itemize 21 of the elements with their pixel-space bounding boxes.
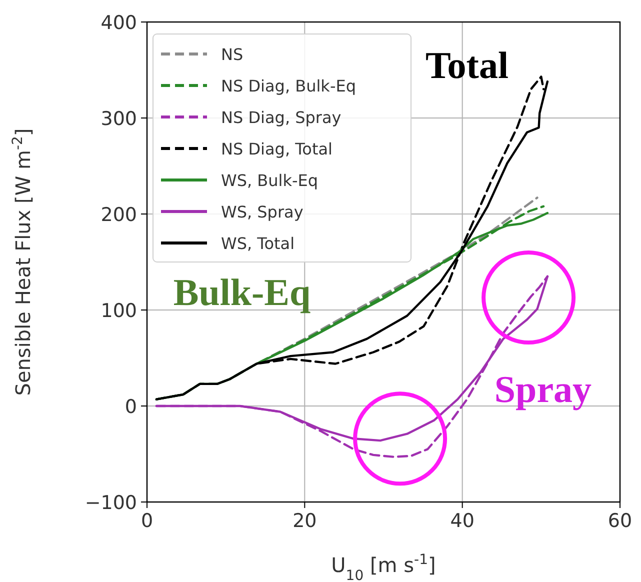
annotation: Spray (494, 369, 592, 411)
legend-label: NS Diag, Bulk-Eq (221, 76, 356, 96)
annotation: Total (425, 45, 509, 87)
x-tick-label: 0 (140, 510, 154, 532)
x-axis-title: U$_{10}$ [m s$^{-1}$] (331, 552, 436, 582)
annotation: Bulk-Eq (173, 272, 311, 314)
legend-label: NS Diag, Total (221, 140, 332, 158)
legend-label: WS, Bulk-Eq (221, 171, 318, 190)
x-tick-label: 20 (292, 510, 317, 532)
legend-label: WS, Total (221, 234, 295, 253)
legend-label: WS, Spray (221, 202, 304, 222)
y-tick-label: 400 (100, 12, 137, 34)
y-tick-label: 0 (124, 396, 137, 418)
legend-label: NS Diag, Spray (221, 108, 342, 127)
x-tick-label: 40 (450, 510, 474, 532)
y-tick-label: 100 (100, 300, 137, 322)
legend-label: NS (221, 45, 244, 64)
y-tick-label: −100 (84, 492, 137, 514)
y-tick-label: 200 (100, 204, 137, 226)
x-tick-label: 60 (608, 510, 632, 532)
y-tick-label: 300 (100, 108, 137, 130)
